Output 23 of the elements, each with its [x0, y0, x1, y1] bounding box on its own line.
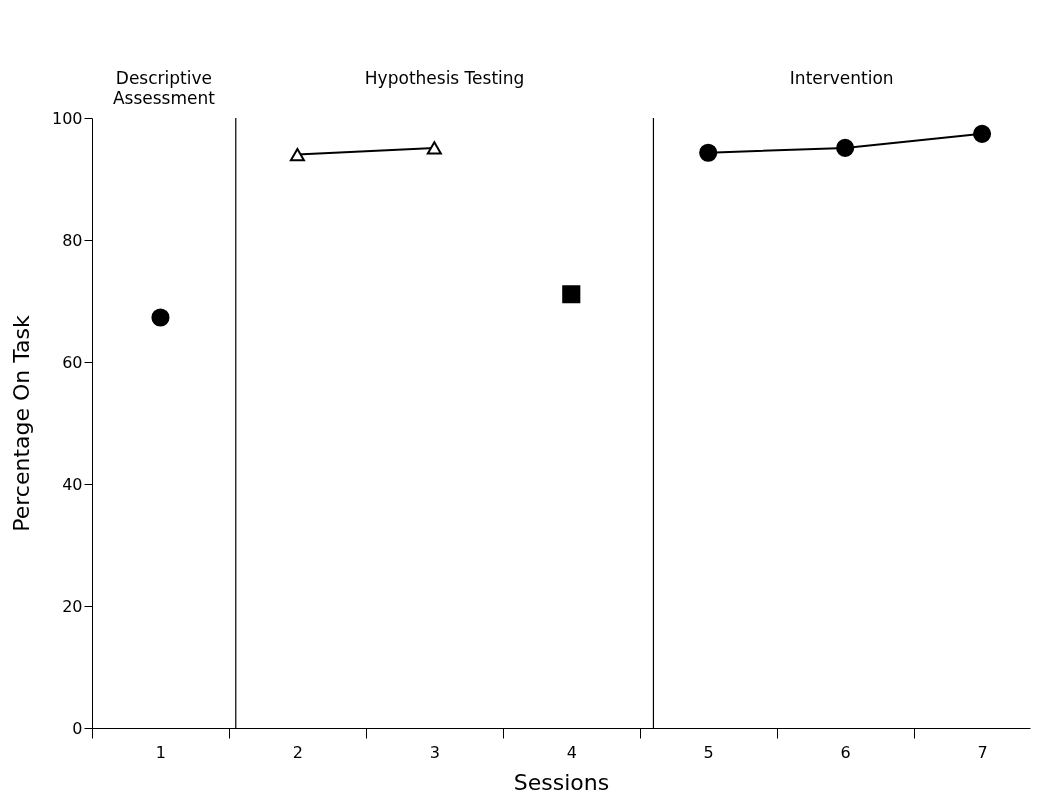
point [151, 308, 170, 327]
x-tick-label: 2 [292, 742, 303, 762]
y-tick-label: 40 [62, 474, 83, 494]
text: Descriptive Assessment [112, 68, 216, 108]
x-tick-label: 5 [703, 742, 714, 762]
x-axis-title: Sessions [513, 769, 610, 795]
x-tick-label: 4 [566, 742, 577, 762]
point [562, 285, 581, 304]
y-tick-label: 100 [51, 108, 83, 128]
x-tick-label: 3 [429, 742, 440, 762]
y-tick-label: 0 [72, 718, 83, 738]
y-tick-label: 20 [62, 596, 83, 616]
y-tick-label: 60 [62, 352, 83, 372]
text: Hypothesis Testing [364, 68, 525, 88]
point [699, 143, 718, 162]
point [973, 124, 992, 143]
y-tick-label: 80 [62, 230, 83, 250]
x-tick-label: 1 [155, 742, 167, 762]
x-tick-label: 6 [840, 742, 851, 762]
point [836, 138, 855, 157]
x-tick-label: 7 [977, 742, 988, 762]
text: Intervention [789, 68, 894, 88]
y-axis-title: Percentage On Task [8, 315, 34, 532]
